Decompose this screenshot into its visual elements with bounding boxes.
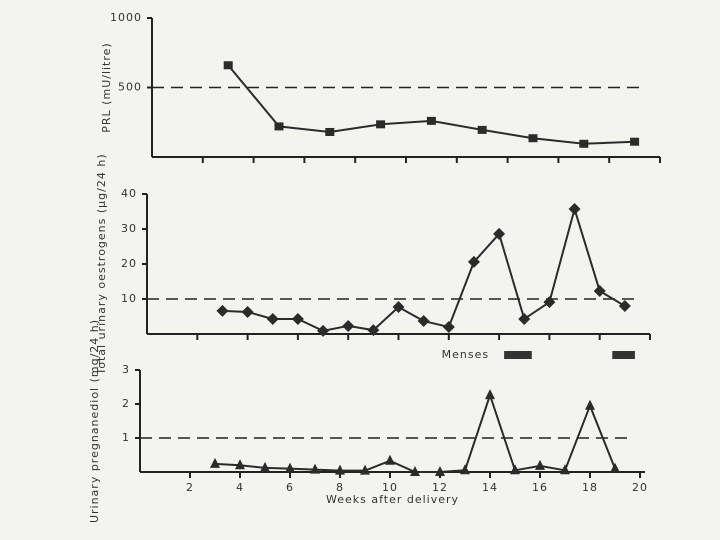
y-tick-label: 2 [122, 397, 130, 410]
data-point [291, 312, 304, 325]
data-point [426, 116, 436, 125]
data-point [560, 464, 570, 475]
data-point [618, 300, 631, 312]
x-tick-label: 18 [582, 481, 598, 494]
y-axis-title: PRL (mU/litre) [100, 42, 113, 132]
data-point [442, 321, 455, 333]
x-tick-label: 6 [286, 481, 294, 494]
data-line [227, 64, 635, 145]
data-point [274, 122, 284, 131]
y-tick-label: 3 [122, 363, 130, 376]
x-axis-title: Weeks after delivery [326, 493, 459, 506]
data-point [266, 312, 279, 325]
data-point [460, 464, 470, 475]
data-point [528, 134, 538, 143]
y-axis-title: Urinary pregnanediol (mg/24 h) [88, 319, 101, 523]
data-point [216, 304, 229, 317]
x-tick-label: 16 [532, 481, 548, 494]
data-point [593, 284, 606, 297]
x-tick-label: 12 [432, 481, 448, 494]
x-tick-label: 14 [482, 481, 498, 494]
data-point [535, 459, 545, 470]
data-line [222, 205, 626, 332]
y-tick-label: 20 [121, 257, 137, 270]
y-tick-label: 500 [118, 81, 142, 94]
y-tick-label: 1 [122, 431, 130, 444]
x-tick-label: 20 [632, 481, 648, 494]
y-tick-label: 1000 [110, 11, 142, 24]
annotation-label: Menses [442, 348, 489, 361]
data-point [630, 137, 640, 146]
data-point [510, 464, 520, 475]
menses-bar [504, 351, 532, 359]
data-point [467, 255, 480, 268]
y-tick-label: 30 [121, 222, 137, 235]
data-point [392, 301, 405, 314]
data-point [485, 389, 495, 400]
y-axis-title: Total urinary oestrogens (µg/24 h) [95, 153, 108, 375]
data-point [518, 312, 531, 325]
data-point [477, 125, 487, 134]
data-point [325, 127, 335, 136]
data-point [610, 462, 620, 473]
data-point [543, 296, 556, 309]
data-point [568, 203, 581, 216]
x-tick-label: 4 [236, 481, 244, 494]
data-point [235, 459, 245, 470]
data-point [223, 61, 233, 70]
data-point [579, 139, 589, 148]
data-point [342, 319, 355, 332]
data-point [367, 324, 380, 337]
data-point [385, 454, 395, 465]
data-point [241, 305, 254, 318]
data-line [214, 391, 616, 473]
data-point [410, 466, 420, 476]
data-point [260, 461, 270, 472]
data-point [360, 464, 370, 475]
data-point [210, 457, 220, 468]
data-point [317, 324, 330, 337]
data-point [585, 399, 595, 410]
x-tick-label: 8 [336, 481, 344, 494]
y-tick-label: 40 [121, 187, 137, 200]
data-point [335, 464, 345, 475]
menses-bar [612, 351, 635, 359]
x-tick-label: 10 [382, 481, 398, 494]
data-point [310, 463, 320, 474]
y-tick-label: 10 [121, 292, 137, 305]
data-point [435, 466, 445, 476]
data-point [493, 227, 506, 240]
x-tick-label: 2 [186, 481, 194, 494]
data-point [376, 120, 386, 129]
data-point [285, 462, 295, 473]
data-point [417, 315, 430, 328]
